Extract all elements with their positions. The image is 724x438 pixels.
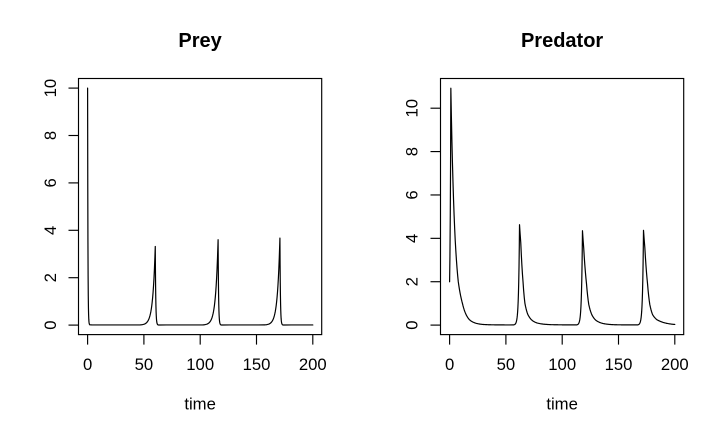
svg-text:time: time — [184, 395, 216, 414]
svg-text:4: 4 — [403, 234, 422, 243]
svg-text:100: 100 — [186, 355, 214, 374]
svg-text:0: 0 — [403, 320, 422, 329]
svg-text:4: 4 — [41, 226, 60, 235]
svg-text:time: time — [546, 395, 578, 414]
svg-text:150: 150 — [243, 355, 271, 374]
svg-text:10: 10 — [403, 99, 422, 118]
svg-text:0: 0 — [41, 320, 60, 329]
svg-text:50: 50 — [497, 355, 516, 374]
svg-text:2: 2 — [41, 273, 60, 282]
svg-text:Predator: Predator — [521, 30, 603, 52]
svg-text:8: 8 — [41, 131, 60, 140]
svg-text:10: 10 — [41, 79, 60, 98]
svg-text:200: 200 — [299, 355, 327, 374]
svg-text:Prey: Prey — [178, 30, 222, 52]
svg-text:0: 0 — [445, 355, 454, 374]
svg-text:0: 0 — [83, 355, 92, 374]
svg-text:6: 6 — [41, 178, 60, 187]
svg-text:150: 150 — [605, 355, 633, 374]
svg-text:2: 2 — [403, 277, 422, 286]
svg-text:100: 100 — [548, 355, 576, 374]
svg-text:50: 50 — [135, 355, 154, 374]
svg-text:8: 8 — [403, 147, 422, 156]
svg-text:200: 200 — [661, 355, 689, 374]
svg-text:6: 6 — [403, 190, 422, 199]
